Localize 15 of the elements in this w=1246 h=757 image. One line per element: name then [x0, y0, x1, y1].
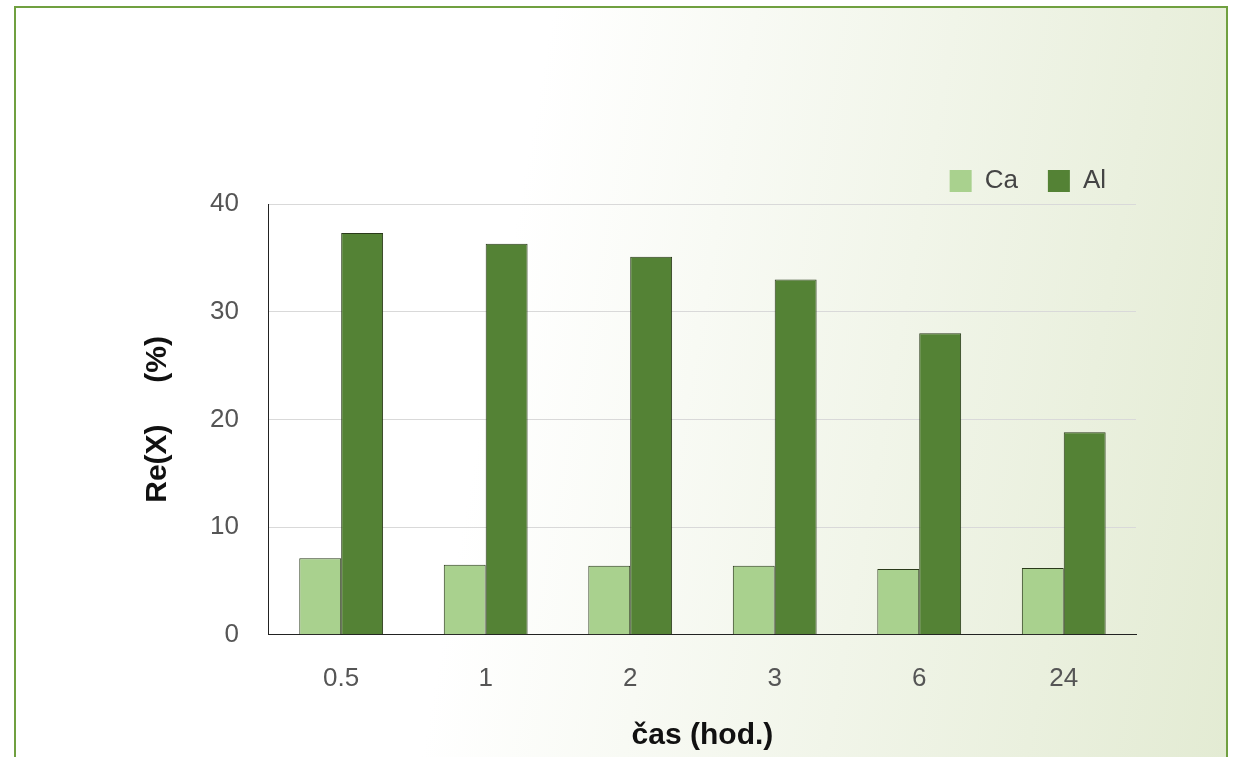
y-tick-label: 40: [210, 187, 239, 218]
legend-label: Ca: [984, 164, 1019, 195]
x-tick-label: 1: [478, 661, 493, 692]
x-tick-label: 3: [767, 661, 782, 692]
y-tick-label: 20: [210, 402, 239, 433]
y-tick-label: 30: [210, 294, 239, 325]
x-tick-label: 6: [912, 661, 927, 692]
x-tick-label: 24: [1049, 661, 1079, 692]
x-axis-title: čas (hod.): [631, 717, 774, 751]
y-tick-label: 0: [224, 617, 239, 648]
y-tick-label: 10: [210, 510, 239, 541]
x-tick-label: 0.5: [323, 661, 360, 692]
y-axis-title: Re(X) (%): [139, 336, 173, 503]
legend-label: Al: [1082, 164, 1107, 195]
x-tick-label: 2: [622, 661, 638, 692]
